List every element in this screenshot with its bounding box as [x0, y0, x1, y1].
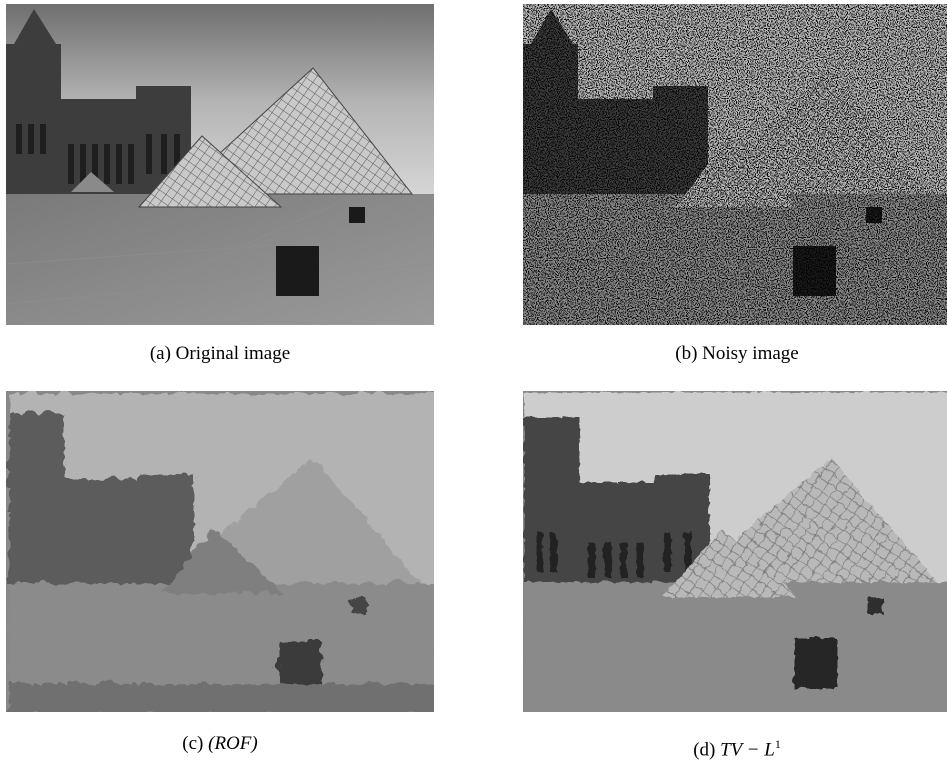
caption-a-tag: (a)	[149, 343, 171, 364]
caption-b-tag: (b)	[675, 343, 698, 364]
caption-d-tag: (d)	[693, 739, 716, 761]
caption-c-text: (ROF)	[208, 733, 258, 754]
caption-a-text: Original image	[175, 343, 291, 364]
caption-b: (b) Noisy image	[523, 343, 947, 365]
louvre-scene-original	[6, 4, 434, 325]
photo-rof	[6, 391, 434, 712]
caption-c: (c) (ROF)	[6, 733, 434, 755]
louvre-scene-rof	[6, 391, 434, 712]
louvre-scene-tv-l1	[523, 391, 947, 712]
caption-c-tag: (c)	[182, 733, 204, 754]
caption-d-text: TV − L	[720, 739, 775, 761]
caption-d-sup: 1	[774, 737, 781, 751]
caption-a: (a) Original image	[6, 343, 434, 365]
photo-original	[6, 4, 434, 325]
caption-b-text: Noisy image	[702, 343, 799, 364]
louvre-scene-noisy	[523, 4, 947, 325]
photo-noisy	[523, 4, 947, 325]
photo-tv-l1	[523, 391, 947, 712]
caption-d: (d) TV − L1	[523, 733, 947, 761]
